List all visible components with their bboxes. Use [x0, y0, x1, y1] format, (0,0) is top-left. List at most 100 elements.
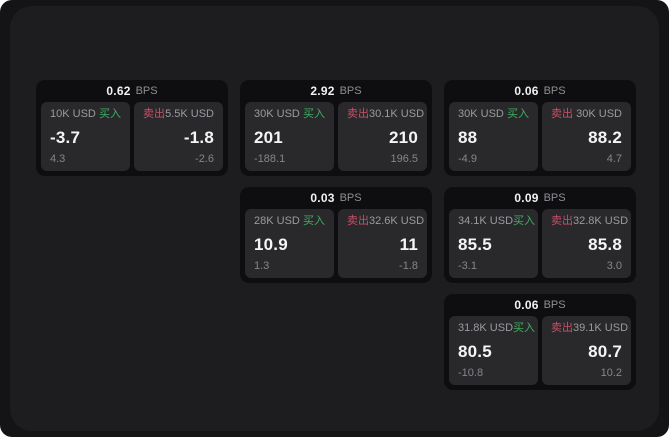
buy-price: 80.5	[458, 341, 492, 361]
quote-tiles: 31.8K USD 买入 80.5 -10.8 卖出 39.1K USD 80.…	[444, 316, 636, 390]
quote-tiles: 30K USD 买入 201 -188.1 卖出 30.1K USD 210 1…	[240, 102, 432, 176]
buy-amount: 34.1K USD	[458, 215, 514, 227]
quote-card: 0.03 BPS 28K USD 买入 10.9 1.3 卖出 32.6K US…	[240, 187, 432, 283]
buy-tile-top: 10K USD 买入	[50, 109, 121, 120]
sell-tile-top: 卖出 30.1K USD	[347, 108, 424, 120]
buy-amount: 10K USD	[50, 108, 96, 120]
buy-delta: 1.3	[254, 260, 270, 272]
buy-delta: -10.8	[458, 367, 484, 379]
buy-delta: -188.1	[254, 153, 286, 165]
buy-tile[interactable]: 28K USD 买入 10.9 1.3	[245, 209, 334, 278]
buy-tile[interactable]: 10K USD 买入 -3.7 4.3	[41, 102, 130, 171]
quote-card: 0.06 BPS 30K USD 买入 88 -4.9 卖出 30K USD 8…	[444, 80, 636, 176]
sell-amount: 5.5K USD	[165, 108, 214, 120]
spread-header: 0.06 BPS	[444, 294, 636, 316]
bps-unit-label: BPS	[543, 299, 566, 311]
buy-tile[interactable]: 30K USD 买入 88 -4.9	[449, 102, 538, 171]
sell-tile[interactable]: 卖出 32.8K USD 85.8 3.0	[542, 209, 631, 278]
buy-side-label: 买入	[303, 108, 325, 120]
spread-value: 0.62	[106, 84, 131, 98]
quote-card: 2.92 BPS 30K USD 买入 201 -188.1 卖出 30.1K …	[240, 80, 432, 176]
sell-price: 11	[399, 234, 418, 254]
buy-tile[interactable]: 31.8K USD 买入 80.5 -10.8	[449, 316, 538, 385]
sell-delta: 4.7	[606, 153, 622, 165]
sell-side-label: 卖出	[551, 322, 573, 334]
buy-price: -3.7	[50, 127, 81, 147]
buy-amount: 30K USD	[254, 108, 300, 120]
buy-price: 10.9	[254, 234, 288, 254]
sell-price: -1.8	[183, 127, 214, 147]
spread-header: 0.62 BPS	[36, 80, 228, 102]
buy-tile-top: 28K USD 买入	[254, 216, 325, 227]
sell-amount: 39.1K USD	[573, 322, 629, 334]
sell-delta: -2.6	[195, 153, 214, 165]
bps-unit-label: BPS	[543, 85, 566, 97]
sell-price: 85.8	[588, 234, 622, 254]
sell-tile[interactable]: 卖出 5.5K USD -1.8 -2.6	[134, 102, 223, 171]
spread-value: 0.03	[310, 191, 335, 205]
buy-tile-top: 31.8K USD 买入	[458, 322, 535, 334]
sell-price: 80.7	[588, 341, 622, 361]
bps-unit-label: BPS	[543, 192, 566, 204]
sell-tile[interactable]: 卖出 30.1K USD 210 196.5	[338, 102, 427, 171]
sell-tile-top: 卖出 32.6K USD	[347, 215, 424, 227]
quote-tiles: 10K USD 买入 -3.7 4.3 卖出 5.5K USD -1.8 -2.…	[36, 102, 228, 176]
sell-price: 210	[389, 127, 418, 147]
buy-delta: -3.1	[458, 260, 477, 272]
sell-delta: 196.5	[390, 153, 418, 165]
sell-amount: 32.6K USD	[369, 215, 425, 227]
sell-side-label: 卖出	[347, 108, 369, 120]
sell-side-label: 卖出	[551, 108, 573, 120]
cards-grid: 0.62 BPS 10K USD 买入 -3.7 4.3 卖出 5.5K USD…	[36, 80, 636, 390]
buy-tile[interactable]: 34.1K USD 买入 85.5 -3.1	[449, 209, 538, 278]
sell-tile[interactable]: 卖出 30K USD 88.2 4.7	[542, 102, 631, 171]
spread-header: 0.09 BPS	[444, 187, 636, 209]
sell-delta: 3.0	[606, 260, 622, 272]
sell-side-label: 卖出	[347, 215, 369, 227]
buy-side-label: 买入	[99, 108, 121, 120]
bps-unit-label: BPS	[339, 85, 362, 97]
spread-header: 2.92 BPS	[240, 80, 432, 102]
buy-tile[interactable]: 30K USD 买入 201 -188.1	[245, 102, 334, 171]
sell-delta: 10.2	[600, 367, 622, 379]
sell-tile-top: 卖出 30K USD	[551, 109, 622, 120]
quote-tiles: 28K USD 买入 10.9 1.3 卖出 32.6K USD 11 -1.8	[240, 209, 432, 283]
buy-tile-top: 34.1K USD 买入	[458, 215, 535, 227]
quote-card: 0.62 BPS 10K USD 买入 -3.7 4.3 卖出 5.5K USD…	[36, 80, 228, 176]
buy-amount: 31.8K USD	[458, 322, 514, 334]
sell-tile-top: 卖出 5.5K USD	[143, 109, 214, 120]
buy-price: 88	[458, 127, 478, 147]
buy-side-label: 买入	[507, 108, 529, 120]
sell-side-label: 卖出	[143, 108, 165, 120]
sell-delta: -1.8	[399, 260, 418, 272]
sell-tile-top: 卖出 39.1K USD	[551, 322, 628, 334]
buy-amount: 28K USD	[254, 215, 300, 227]
sell-tile[interactable]: 卖出 32.6K USD 11 -1.8	[338, 209, 427, 278]
sell-price: 88.2	[588, 127, 622, 147]
buy-delta: 4.3	[50, 153, 66, 165]
buy-side-label: 买入	[303, 215, 325, 227]
sell-amount: 32.8K USD	[573, 215, 629, 227]
spread-value: 0.09	[514, 191, 539, 205]
spread-value: 0.06	[514, 298, 539, 312]
quote-tiles: 34.1K USD 买入 85.5 -3.1 卖出 32.8K USD 85.8…	[444, 209, 636, 283]
bps-unit-label: BPS	[135, 85, 158, 97]
buy-side-label: 买入	[513, 322, 536, 334]
buy-price: 85.5	[458, 234, 492, 254]
quote-tiles: 30K USD 买入 88 -4.9 卖出 30K USD 88.2 4.7	[444, 102, 636, 176]
spread-value: 0.06	[514, 84, 539, 98]
sell-tile[interactable]: 卖出 39.1K USD 80.7 10.2	[542, 316, 631, 385]
buy-amount: 30K USD	[458, 108, 504, 120]
buy-tile-top: 30K USD 买入	[254, 109, 325, 120]
spread-header: 0.06 BPS	[444, 80, 636, 102]
sell-tile-top: 卖出 32.8K USD	[551, 215, 628, 227]
buy-side-label: 买入	[513, 215, 536, 227]
buy-delta: -4.9	[458, 153, 477, 165]
sell-amount: 30K USD	[576, 108, 622, 120]
sell-amount: 30.1K USD	[369, 108, 425, 120]
bps-unit-label: BPS	[339, 192, 362, 204]
buy-price: 201	[254, 127, 283, 147]
sell-side-label: 卖出	[551, 215, 573, 227]
spread-header: 0.03 BPS	[240, 187, 432, 209]
